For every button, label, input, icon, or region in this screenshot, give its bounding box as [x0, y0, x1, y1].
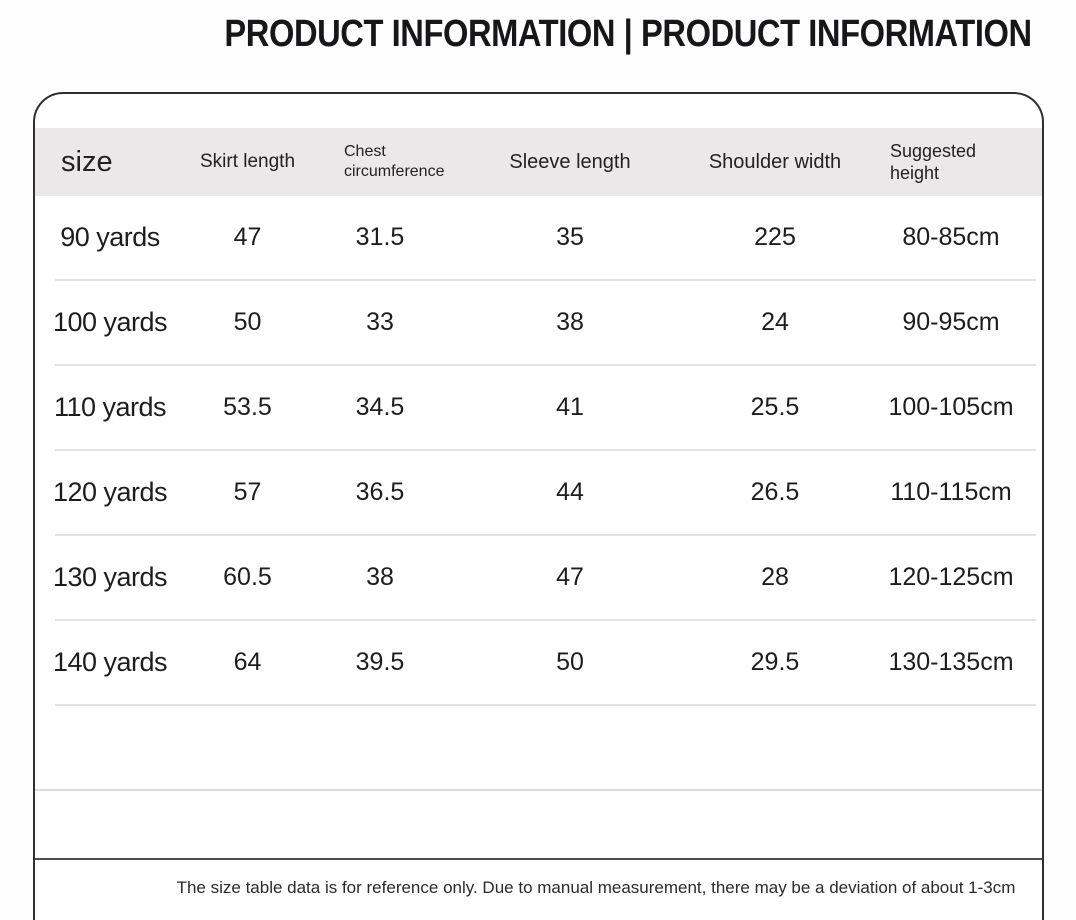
- column-header-label: size: [61, 145, 113, 178]
- table-cell-suggested_height: 110-115cm: [890, 478, 1012, 506]
- table-cell-sleeve_length: 41: [556, 393, 584, 421]
- table-cell-chest_circumference: 34.5: [355, 393, 405, 421]
- row-divider: [55, 534, 1036, 536]
- table-cell-chest_circumference: 38: [366, 563, 394, 591]
- table-row: 100 yards 50 33 38 24 90-95cm: [35, 281, 1042, 364]
- table-cell-shoulder_width: 25.5: [750, 393, 800, 421]
- row-divider: [55, 704, 1036, 706]
- table-cell-sleeve_length: 50: [556, 648, 584, 676]
- table-cell-size: 100 yards: [52, 307, 168, 337]
- row-divider: [55, 279, 1036, 281]
- table-cell-suggested_height: 100-105cm: [888, 393, 1014, 421]
- table-cell-shoulder_width: 29.5: [750, 648, 800, 676]
- column-header-label: Chest circumference: [344, 143, 445, 180]
- column-header-label: Shoulder width: [708, 150, 842, 173]
- column-header-chest_circumference: Chest circumference: [310, 142, 450, 182]
- table-cell-suggested_height: 80-85cm: [902, 223, 1000, 251]
- table-cell-size: 120 yards: [52, 477, 168, 507]
- size-table-body: 90 yards 47 31.5 35 225 80-85cm 100 yards 50 33 3…: [35, 196, 1042, 706]
- table-cell-chest_circumference: 39.5: [355, 648, 405, 676]
- table-cell-size: 90 yards: [60, 222, 160, 252]
- table-cell-skirt_length: 53.5: [223, 393, 272, 421]
- table-cell-suggested_height: 120-125cm: [888, 563, 1014, 591]
- table-cell-size: 140 yards: [52, 647, 168, 677]
- table-cell-size: 110 yards: [53, 392, 167, 422]
- table-row: 90 yards 47 31.5 35 225 80-85cm: [35, 196, 1042, 279]
- footer-note: The size table data is for reference onl…: [176, 878, 1016, 897]
- table-row: 110 yards 53.5 34.5 41 25.5 100-105cm: [35, 366, 1042, 449]
- table-cell-sleeve_length: 38: [556, 308, 584, 336]
- table-cell-chest_circumference: 36.5: [355, 478, 405, 506]
- table-row: 140 yards 64 39.5 50 29.5 130-135cm: [35, 621, 1042, 704]
- table-cell-chest_circumference: 31.5: [355, 223, 405, 251]
- table-cell-size: 130 yards: [52, 562, 168, 592]
- table-cell-shoulder_width: 28: [761, 563, 789, 591]
- column-header-skirt_length: Skirt length: [185, 151, 310, 173]
- page-title: PRODUCT INFORMATION | PRODUCT INFORMATIO…: [224, 13, 1033, 55]
- table-cell-skirt_length: 64: [233, 648, 262, 676]
- row-divider: [55, 364, 1036, 366]
- table-cell-shoulder_width: 26.5: [750, 478, 800, 506]
- table-cell-chest_circumference: 33: [366, 308, 394, 336]
- table-row: 120 yards 57 36.5 44 26.5 110-115cm: [35, 451, 1042, 534]
- table-cell-skirt_length: 57: [233, 478, 262, 506]
- column-header-label: Skirt length: [199, 151, 296, 172]
- column-header-sleeve_length: Sleeve length: [450, 151, 690, 174]
- table-cell-suggested_height: 130-135cm: [888, 648, 1014, 676]
- table-cell-sleeve_length: 35: [556, 223, 584, 251]
- column-header-suggested_height: Suggested height: [860, 140, 1042, 185]
- column-header-label: Suggested height: [890, 140, 977, 184]
- column-header-label: Sleeve length: [509, 150, 631, 173]
- table-cell-skirt_length: 47: [233, 223, 262, 251]
- row-divider: [55, 619, 1036, 621]
- table-cell-shoulder_width: 24: [761, 308, 789, 336]
- empty-row: [35, 791, 1042, 860]
- row-divider: [55, 449, 1036, 451]
- empty-row: [35, 706, 1042, 791]
- table-cell-shoulder_width: 225: [754, 223, 796, 251]
- table-cell-sleeve_length: 47: [556, 563, 584, 591]
- table-cell-skirt_length: 60.5: [223, 563, 272, 591]
- table-row: 130 yards 60.5 38 47 28 120-125cm: [35, 536, 1042, 619]
- column-header-shoulder_width: Shoulder width: [690, 151, 860, 174]
- column-header-size: size: [35, 146, 185, 179]
- table-cell-skirt_length: 50: [233, 308, 262, 336]
- footer-band: The size table data is for reference onl…: [35, 860, 1042, 916]
- table-cell-sleeve_length: 44: [556, 478, 584, 506]
- table-cell-suggested_height: 90-95cm: [902, 308, 1000, 336]
- size-table-card: size Skirt length Chest circumference Sleev…: [33, 92, 1044, 920]
- size-table-header: size Skirt length Chest circumference Sleev…: [35, 128, 1042, 196]
